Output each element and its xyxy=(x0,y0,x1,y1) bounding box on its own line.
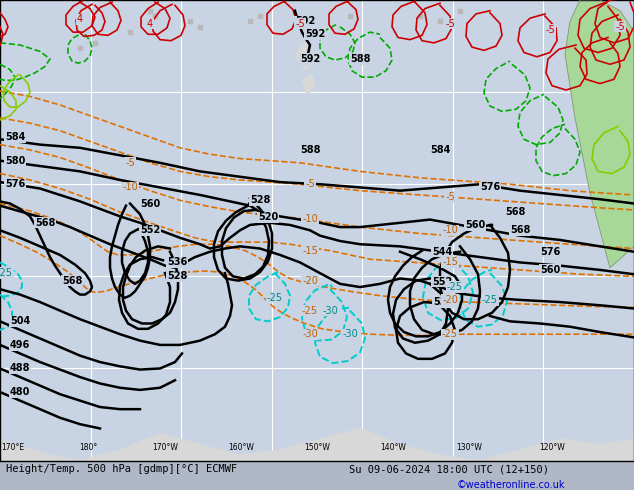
Text: -30: -30 xyxy=(342,329,358,339)
Text: -30: -30 xyxy=(302,329,318,339)
Text: 568: 568 xyxy=(505,207,526,217)
Text: 496: 496 xyxy=(10,340,30,350)
Text: -25: -25 xyxy=(267,293,283,303)
Text: 520: 520 xyxy=(258,213,278,222)
Text: 130°W: 130°W xyxy=(456,443,482,452)
Text: 170°W: 170°W xyxy=(152,443,178,452)
Text: 4: 4 xyxy=(147,19,153,28)
Text: Su 09-06-2024 18:00 UTC (12+150): Su 09-06-2024 18:00 UTC (12+150) xyxy=(349,465,548,474)
Polygon shape xyxy=(565,0,634,268)
Text: -25: -25 xyxy=(482,295,498,305)
Text: 592: 592 xyxy=(295,17,315,26)
Text: 504: 504 xyxy=(10,317,30,326)
Text: -25: -25 xyxy=(0,268,13,278)
Text: -5: -5 xyxy=(125,158,135,168)
Text: Height/Temp. 500 hPa [gdmp][°C] ECMWF: Height/Temp. 500 hPa [gdmp][°C] ECMWF xyxy=(6,465,238,474)
Polygon shape xyxy=(295,43,310,70)
Text: 588: 588 xyxy=(300,145,321,155)
Text: 160°W: 160°W xyxy=(228,443,254,452)
Text: -5: -5 xyxy=(445,19,455,28)
Text: 170°E: 170°E xyxy=(1,443,24,452)
Text: 528: 528 xyxy=(167,271,188,281)
Text: 120°W: 120°W xyxy=(539,443,564,452)
Text: 576: 576 xyxy=(480,182,500,193)
Polygon shape xyxy=(302,75,315,93)
Text: -25: -25 xyxy=(442,329,458,339)
Text: 568: 568 xyxy=(510,225,531,235)
Text: 592: 592 xyxy=(300,54,320,64)
Text: 560: 560 xyxy=(465,220,485,230)
Text: 568: 568 xyxy=(35,218,55,228)
Polygon shape xyxy=(0,428,634,461)
Text: 140°W: 140°W xyxy=(380,443,406,452)
Text: 560: 560 xyxy=(140,198,160,209)
Text: 536: 536 xyxy=(433,297,453,307)
Text: 584: 584 xyxy=(430,145,450,155)
Text: -25: -25 xyxy=(302,306,318,316)
Text: -5: -5 xyxy=(615,22,625,32)
Text: 552: 552 xyxy=(432,277,452,287)
Text: 568: 568 xyxy=(62,276,82,286)
Text: 4: 4 xyxy=(77,14,83,24)
Text: -10: -10 xyxy=(442,225,458,235)
Text: -5: -5 xyxy=(445,192,455,202)
Text: 592: 592 xyxy=(305,29,325,39)
Text: 180°: 180° xyxy=(80,443,98,452)
Text: -30: -30 xyxy=(322,306,338,316)
Text: 580: 580 xyxy=(5,156,25,166)
Text: ©weatheronline.co.uk: ©weatheronline.co.uk xyxy=(456,480,565,490)
Text: -25: -25 xyxy=(447,282,463,292)
Text: 528: 528 xyxy=(250,196,270,205)
Text: 544: 544 xyxy=(432,247,452,257)
Text: -15: -15 xyxy=(302,245,318,256)
Text: -20: -20 xyxy=(442,295,458,305)
Text: 588: 588 xyxy=(350,54,370,64)
Text: -15: -15 xyxy=(442,257,458,268)
Text: 584: 584 xyxy=(5,132,25,142)
Text: -10: -10 xyxy=(122,182,138,193)
Text: 150°W: 150°W xyxy=(304,443,330,452)
Text: -5: -5 xyxy=(545,25,555,35)
Text: -5: -5 xyxy=(305,179,315,189)
Text: -20: -20 xyxy=(302,276,318,286)
Text: 488: 488 xyxy=(10,364,30,373)
Text: 552: 552 xyxy=(140,225,160,235)
Text: 560: 560 xyxy=(540,265,560,275)
Text: 576: 576 xyxy=(540,247,560,257)
Text: 480: 480 xyxy=(10,387,30,397)
Text: 536: 536 xyxy=(167,257,187,268)
Text: 576: 576 xyxy=(5,179,25,189)
Text: -10: -10 xyxy=(302,214,318,223)
Text: -5: -5 xyxy=(295,19,305,28)
